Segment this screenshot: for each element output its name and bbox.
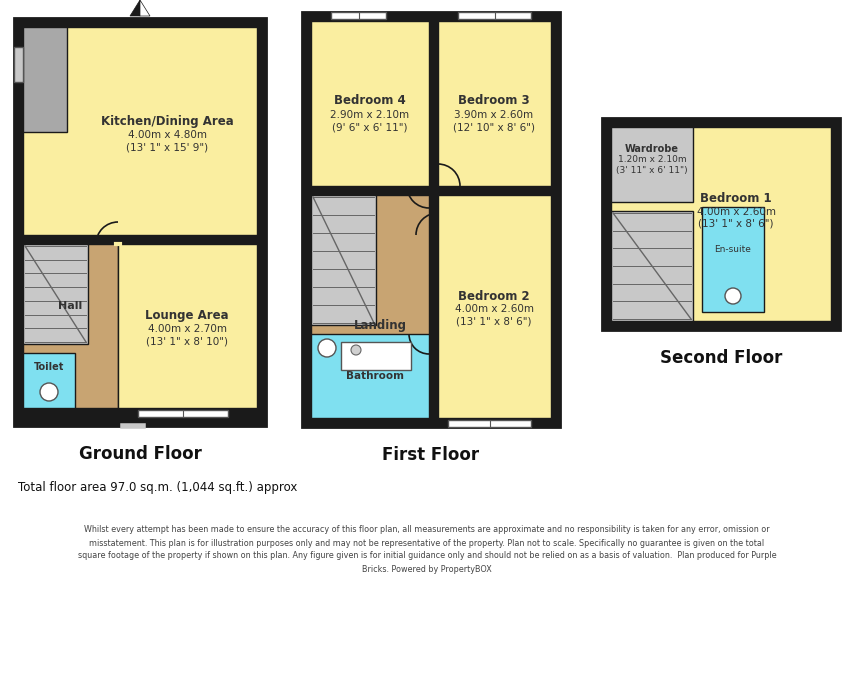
Text: Landing: Landing	[353, 320, 406, 333]
Text: square footage of the property if shown on this plan. Any figure given is for in: square footage of the property if shown …	[78, 551, 776, 560]
Bar	[23, 27, 67, 132]
Text: Bedroom 4: Bedroom 4	[334, 94, 406, 107]
Bar	[23, 27, 257, 235]
Bar	[438, 21, 551, 186]
Bar	[602, 118, 840, 330]
Bar	[138, 410, 228, 417]
Text: Bedroom 3: Bedroom 3	[458, 94, 530, 107]
Text: Lounge Area: Lounge Area	[145, 310, 229, 323]
Text: Total floor area 97.0 sq.m. (1,044 sq.ft.) approx: Total floor area 97.0 sq.m. (1,044 sq.ft…	[18, 481, 298, 494]
Text: (13' 1" x 8' 10"): (13' 1" x 8' 10")	[146, 336, 228, 346]
Text: First Floor: First Floor	[382, 446, 480, 464]
Text: Second Floor: Second Floor	[660, 349, 782, 367]
Bar	[311, 334, 429, 418]
Bar	[302, 12, 560, 427]
Text: Bedroom 2: Bedroom 2	[458, 289, 530, 303]
Text: 3.90m x 2.60m: 3.90m x 2.60m	[455, 110, 534, 120]
Text: 4.00m x 2.70m: 4.00m x 2.70m	[148, 324, 227, 334]
Text: Hall: Hall	[58, 301, 82, 311]
Text: (13' 1" x 8' 6"): (13' 1" x 8' 6")	[699, 219, 774, 229]
Text: Wardrobe: Wardrobe	[625, 144, 679, 154]
Bar	[611, 211, 693, 321]
Text: Ground Floor: Ground Floor	[79, 445, 202, 463]
Bar	[611, 127, 693, 202]
Text: misstatement. This plan is for illustration purposes only and may not be represe: misstatement. This plan is for illustrat…	[90, 538, 764, 547]
Bar	[14, 18, 266, 426]
Text: (12' 10" x 8' 6"): (12' 10" x 8' 6")	[453, 122, 535, 132]
Bar	[458, 12, 531, 19]
Text: Bedroom 1: Bedroom 1	[700, 193, 772, 206]
Bar	[23, 244, 118, 408]
Text: Whilst every attempt has been made to ensure the accuracy of this floor plan, al: Whilst every attempt has been made to en…	[84, 526, 770, 534]
Circle shape	[351, 345, 361, 355]
Text: 4.00m x 2.60m: 4.00m x 2.60m	[697, 207, 775, 217]
Bar	[438, 195, 551, 418]
Circle shape	[40, 383, 58, 401]
Bar	[448, 420, 531, 427]
Text: Bricks. Powered by PropertyBOX: Bricks. Powered by PropertyBOX	[363, 564, 492, 574]
Bar	[311, 195, 376, 325]
Circle shape	[318, 339, 336, 357]
Text: 1.20m x 2.10m: 1.20m x 2.10m	[617, 155, 687, 164]
Text: Toilet: Toilet	[34, 362, 64, 372]
Text: (13' 1" x 15' 9"): (13' 1" x 15' 9")	[126, 142, 208, 152]
Circle shape	[725, 288, 741, 304]
Bar	[702, 207, 764, 312]
Text: (3' 11" x 6' 11"): (3' 11" x 6' 11")	[616, 166, 687, 175]
Text: Bathroom: Bathroom	[346, 371, 404, 381]
Text: (13' 1" x 8' 6"): (13' 1" x 8' 6")	[457, 316, 532, 326]
Text: 4.00m x 2.60m: 4.00m x 2.60m	[455, 304, 534, 314]
Bar	[331, 12, 386, 19]
Bar	[23, 244, 88, 344]
Text: 2.90m x 2.10m: 2.90m x 2.10m	[330, 110, 410, 120]
Bar	[118, 244, 257, 408]
Bar	[311, 21, 429, 186]
Polygon shape	[140, 0, 150, 16]
Bar	[341, 342, 411, 370]
Text: Kitchen/Dining Area: Kitchen/Dining Area	[101, 115, 233, 128]
Text: 4.00m x 4.80m: 4.00m x 4.80m	[127, 130, 207, 140]
Bar	[14, 47, 23, 82]
Bar	[23, 353, 75, 408]
Polygon shape	[130, 0, 140, 16]
Text: En-suite: En-suite	[715, 244, 752, 253]
Bar	[611, 127, 831, 321]
Bar	[311, 195, 429, 418]
Text: (9' 6" x 6' 11"): (9' 6" x 6' 11")	[333, 122, 408, 132]
